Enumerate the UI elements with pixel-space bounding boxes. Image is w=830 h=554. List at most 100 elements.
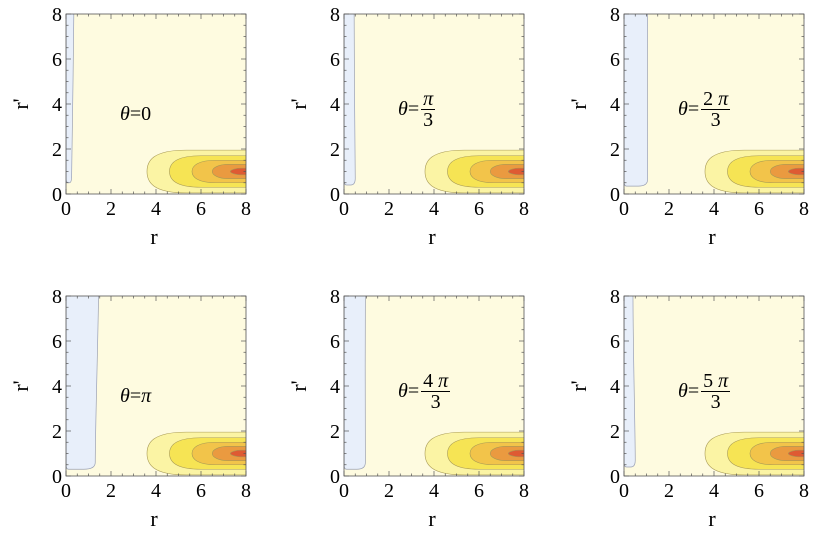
theta-label: θ= 0 — [120, 103, 151, 126]
y-tick-label: 0 — [610, 184, 620, 206]
theta-prefix: θ= — [678, 98, 700, 121]
x-tick-label: 0 — [339, 198, 349, 220]
contour-level-4 — [489, 446, 524, 461]
x-tick-label: 2 — [384, 480, 394, 502]
y-tick-label: 8 — [610, 4, 620, 26]
x-axis-title: r — [708, 506, 716, 531]
y-tick-label: 8 — [610, 286, 620, 308]
negative-contour-region — [66, 296, 99, 470]
theta-numerator: π — [421, 88, 436, 111]
tick-marks — [65, 13, 247, 195]
theta-numerator: 5 π — [701, 370, 731, 393]
contour-level-5 — [787, 167, 804, 176]
y-tick-label: 8 — [52, 4, 62, 26]
y-axis-title: r' — [8, 98, 33, 109]
x-tick-label: 8 — [519, 480, 529, 502]
y-axis-title: r' — [286, 98, 311, 109]
contour-svg: 0 2 4 6 8 0 2 4 6 8 r r' — [286, 286, 529, 531]
tick-marks — [65, 295, 247, 477]
contour-level-4 — [489, 164, 524, 179]
x-tick-label: 4 — [429, 480, 439, 502]
y-tick-label: 6 — [330, 331, 340, 353]
contour-level-5 — [507, 167, 524, 176]
negative-contour-region — [344, 296, 366, 470]
x-tick-label: 2 — [384, 198, 394, 220]
y-tick-label: 0 — [330, 184, 340, 206]
y-tick-label: 2 — [330, 421, 340, 443]
theta-denominator: 3 — [710, 109, 721, 132]
x-axis-title: r — [428, 224, 436, 249]
x-tick-label: 4 — [429, 198, 439, 220]
y-tick-label: 0 — [330, 466, 340, 488]
x-tick-label: 8 — [241, 480, 251, 502]
x-tick-label: 0 — [619, 480, 629, 502]
theta-prefix: θ= — [120, 102, 142, 125]
y-axis-title: r' — [566, 380, 591, 391]
contour-level-4 — [769, 446, 804, 461]
y-tick-label: 6 — [610, 49, 620, 71]
y-tick-label: 4 — [52, 94, 62, 116]
x-tick-label: 0 — [619, 198, 629, 220]
contour-level-5 — [787, 449, 804, 458]
x-tick-label: 6 — [196, 480, 206, 502]
negative-contour-region — [66, 14, 75, 184]
contour-level-5 — [229, 449, 246, 458]
x-tick-label: 2 — [664, 480, 674, 502]
x-axis-title: r — [708, 224, 716, 249]
y-tick-label: 6 — [52, 331, 62, 353]
theta-prefix: θ= — [678, 380, 700, 403]
x-tick-label: 0 — [61, 480, 71, 502]
x-tick-label: 4 — [151, 480, 161, 502]
theta-prefix: θ= — [398, 380, 420, 403]
y-tick-label: 0 — [610, 466, 620, 488]
theta-label: θ= π 3 — [398, 88, 436, 130]
x-tick-label: 2 — [106, 480, 116, 502]
y-tick-label: 8 — [330, 286, 340, 308]
contour-panel-4: 0 2 4 6 8 0 2 4 6 8 r r' θ= π — [0, 282, 276, 554]
x-tick-label: 0 — [339, 480, 349, 502]
x-axis-title: r — [428, 506, 436, 531]
y-tick-label: 8 — [52, 286, 62, 308]
y-tick-label: 4 — [52, 376, 62, 398]
contour-level-4 — [211, 164, 246, 179]
x-tick-label: 8 — [241, 198, 251, 220]
x-tick-label: 6 — [754, 480, 764, 502]
y-tick-label: 0 — [52, 466, 62, 488]
y-tick-label: 6 — [330, 49, 340, 71]
theta-denominator: 3 — [430, 391, 441, 414]
contour-level-5 — [229, 167, 246, 176]
y-tick-label: 2 — [330, 139, 340, 161]
x-tick-label: 6 — [754, 198, 764, 220]
y-tick-label: 8 — [330, 4, 340, 26]
y-tick-label: 4 — [610, 376, 620, 398]
negative-contour-region — [344, 14, 356, 186]
y-tick-label: 2 — [52, 421, 62, 443]
negative-contour-region — [624, 296, 636, 468]
x-tick-label: 2 — [664, 198, 674, 220]
y-tick-label: 2 — [610, 139, 620, 161]
x-axis-title: r — [150, 506, 158, 531]
theta-denominator: 3 — [710, 391, 721, 414]
x-tick-label: 8 — [519, 198, 529, 220]
y-tick-label: 6 — [52, 49, 62, 71]
x-axis-title: r — [150, 224, 158, 249]
contour-svg: 0 2 4 6 8 0 2 4 6 8 r r' — [286, 4, 529, 249]
theta-prefix: θ= — [398, 98, 420, 121]
theta-label: θ= π — [120, 385, 151, 408]
negative-contour-region — [624, 14, 648, 187]
contour-level-4 — [769, 164, 804, 179]
y-tick-label: 2 — [52, 139, 62, 161]
x-tick-label: 4 — [709, 198, 719, 220]
x-tick-label: 6 — [196, 198, 206, 220]
y-axis-title: r' — [566, 98, 591, 109]
theta-numerator: 4 π — [421, 370, 451, 393]
contour-svg: 0 2 4 6 8 0 2 4 6 8 r r' — [8, 286, 251, 531]
